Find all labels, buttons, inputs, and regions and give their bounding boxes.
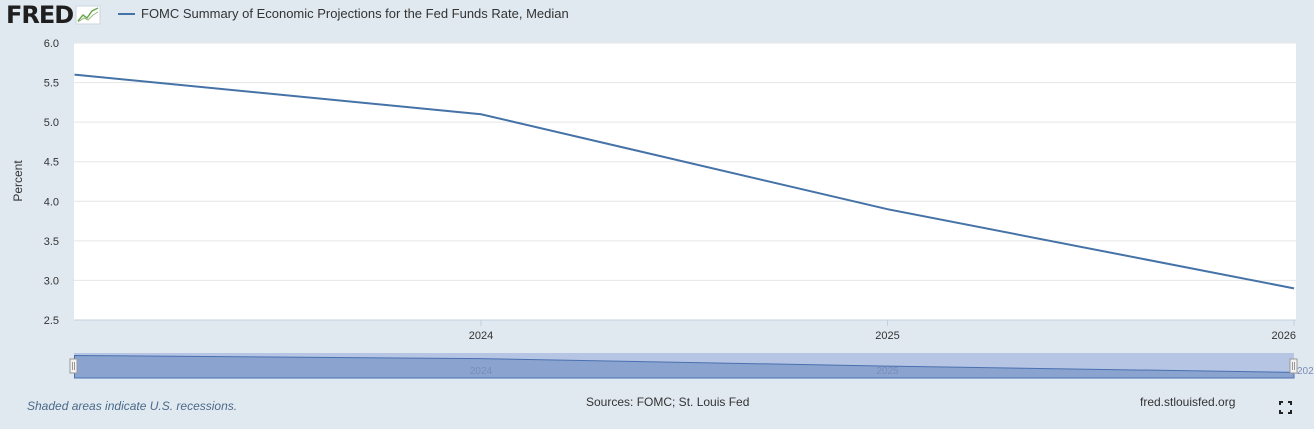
y-tick-label: 2.5 <box>44 315 59 327</box>
site-link[interactable]: fred.stlouisfed.org <box>1140 395 1236 409</box>
legend-swatch <box>118 12 135 15</box>
navigator-label: 2024 <box>470 366 493 377</box>
legend-label: FOMC Summary of Economic Projections for… <box>141 6 569 21</box>
plot-area <box>74 43 1296 320</box>
chart-legend[interactable]: FOMC Summary of Economic Projections for… <box>118 6 569 21</box>
navigator-label: 2025 <box>876 366 899 377</box>
navigator-handle-right[interactable] <box>1289 358 1298 374</box>
y-tick-labels: 2.5 3.0 3.5 4.0 4.5 5.0 5.5 6.0 <box>44 38 59 327</box>
line-graph-icon <box>75 5 101 25</box>
y-tick-label: 4.5 <box>44 157 59 169</box>
line-chart: 2.5 3.0 3.5 4.0 4.5 5.0 5.5 6.0 2024 2025 2026 Pe… <box>11 38 1314 379</box>
recession-note: Shaded areas indicate U.S. recessions. <box>27 399 238 413</box>
y-tick-label: 3.0 <box>44 275 59 287</box>
y-tick-label: 3.5 <box>44 236 59 248</box>
y-axis-label: Percent <box>11 160 25 202</box>
navigator[interactable]: 2024 2025 202 <box>69 353 1314 379</box>
x-tick-label: 2024 <box>469 330 493 342</box>
y-tick-label: 5.5 <box>44 78 59 90</box>
x-tick-labels: 2024 2025 2026 <box>469 320 1296 342</box>
fred-logo[interactable]: FRED <box>6 1 101 29</box>
y-tick-label: 5.0 <box>44 117 59 129</box>
navigator-labels: 2024 2025 202 <box>470 366 1314 377</box>
fullscreen-icon[interactable] <box>1279 401 1292 414</box>
y-tick-label: 6.0 <box>44 38 59 50</box>
navigator-handle-left[interactable] <box>69 358 78 374</box>
x-tick-label: 2026 <box>1272 330 1296 342</box>
navigator-label: 202 <box>1297 366 1314 377</box>
sources-text: Sources: FOMC; St. Louis Fed <box>586 395 750 409</box>
series-line[interactable] <box>74 73 1295 290</box>
fred-logo-text: FRED <box>6 1 74 29</box>
x-tick-label: 2025 <box>875 330 899 342</box>
grid-lines <box>74 42 1296 321</box>
y-tick-label: 4.0 <box>44 196 59 208</box>
